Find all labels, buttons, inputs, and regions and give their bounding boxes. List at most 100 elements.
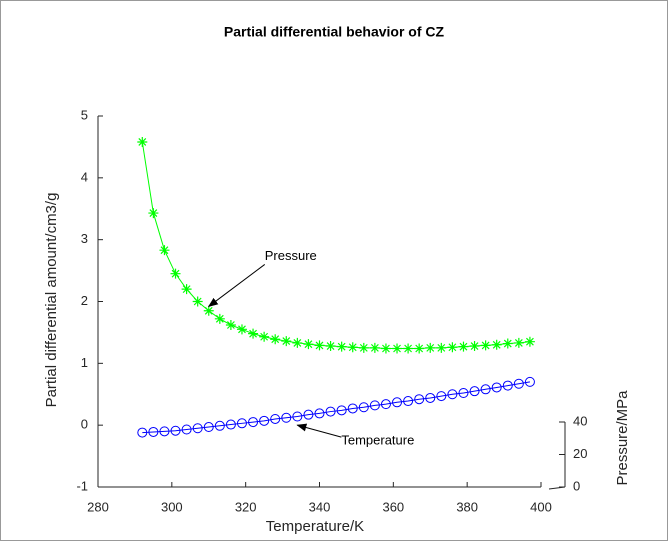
x-axis-label: Temperature/K [266,518,364,535]
marker [325,341,336,352]
y-tick-label: 2 [81,293,88,308]
marker [436,391,447,402]
marker [292,337,303,348]
marker [259,415,270,426]
marker [214,313,225,324]
marker [480,384,491,395]
marker [513,337,524,348]
marker [447,342,458,353]
marker [502,380,513,391]
marker [148,208,159,219]
marker [159,426,170,437]
marker [524,376,535,387]
chart-title: Partial differential behavior of CZ [224,24,445,40]
y-tick-label: 5 [81,107,88,122]
x-tick-label: 380 [456,499,478,514]
marker [502,338,513,349]
z-tick-label: 0 [573,478,580,493]
marker [248,328,259,339]
marker [214,420,225,431]
marker [248,417,259,428]
x-tick-label: 400 [530,499,552,514]
marker [225,419,236,430]
marker [336,341,347,352]
annotation: Temperature [341,433,414,448]
marker [347,342,358,353]
marker [436,342,447,353]
marker [203,305,214,316]
marker [380,399,391,410]
marker [458,388,469,399]
marker [524,336,535,347]
marker [414,394,425,405]
series-line [142,381,531,434]
x-tick-label: 340 [309,499,331,514]
y-tick-label: 3 [81,231,88,246]
marker [469,386,480,397]
marker [347,403,358,414]
y-tick-label: 0 [81,417,88,432]
marker [403,396,414,407]
marker [170,425,181,436]
marker [480,340,491,351]
marker [491,339,502,350]
marker [380,343,391,354]
marker [314,340,325,351]
marker [292,411,303,422]
marker [225,319,236,330]
marker [369,400,380,411]
marker [192,296,203,307]
marker [236,418,247,429]
y-tick-label: 1 [81,355,88,370]
marker [513,378,524,389]
marker [392,397,403,408]
marker [358,342,369,353]
marker [458,341,469,352]
annotation-arrow [296,423,342,438]
marker [203,422,214,433]
marker [170,268,181,279]
marker [469,341,480,352]
y-tick-label: -1 [76,478,88,493]
marker [281,336,292,347]
x-tick-label: 320 [235,499,257,514]
marker [259,331,270,342]
y-tick-label: 4 [81,169,88,184]
marker [181,424,192,435]
marker [181,284,192,295]
marker [369,342,380,353]
marker [270,334,281,345]
annotation: Pressure [265,248,317,263]
marker [392,343,403,354]
marker [137,136,148,147]
marker [491,382,502,393]
marker [336,405,347,416]
marker [236,324,247,335]
marker [148,426,159,437]
marker [137,427,148,438]
z-tick-label: 40 [573,413,587,428]
marker [159,245,170,256]
z-tick-label: 20 [573,446,587,461]
x-tick-label: 280 [87,499,109,514]
x-tick-label: 300 [161,499,183,514]
marker [414,343,425,354]
marker [303,339,314,350]
marker [270,413,281,424]
marker [303,409,314,420]
marker [325,406,336,417]
marker [425,392,436,403]
z-axis-label: Pressure/MPa [614,390,631,486]
marker [358,402,369,413]
marker [403,343,414,354]
marker [281,412,292,423]
y-axis-label: Partial differential amount/cm3/g [43,193,60,408]
marker [447,389,458,400]
marker [425,342,436,353]
x-tick-label: 360 [382,499,404,514]
marker [192,423,203,434]
annotation-arrow [207,264,266,308]
marker [314,408,325,419]
